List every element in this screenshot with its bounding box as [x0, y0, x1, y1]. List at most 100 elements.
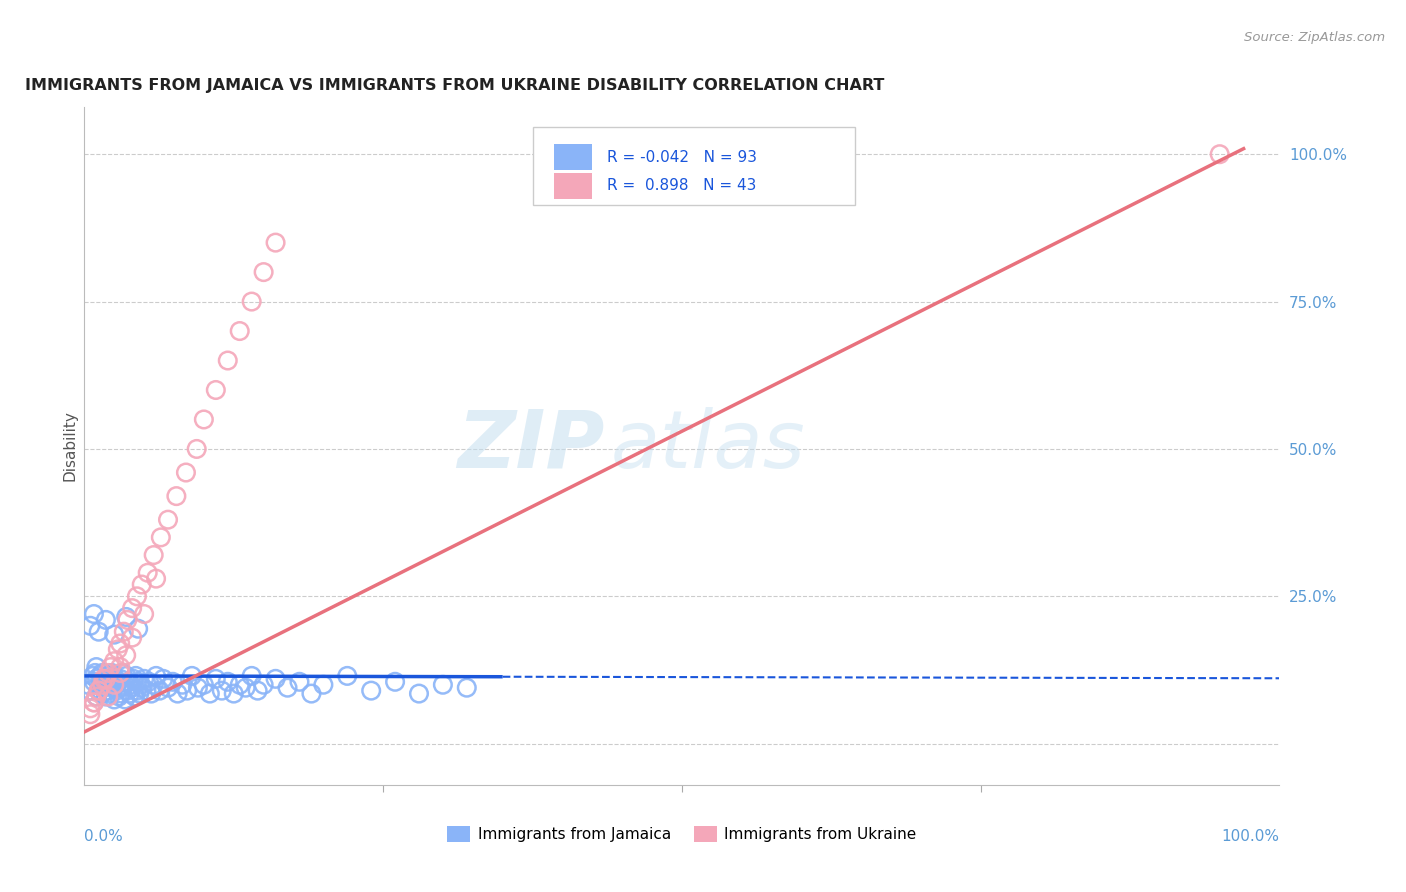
Point: [111, 665, 134, 680]
Point: [142, 548, 165, 562]
Point: [136, 566, 159, 580]
Point: [112, 624, 135, 639]
Point: [100, 660, 122, 674]
Point: [103, 669, 125, 683]
Point: [105, 683, 128, 698]
Point: [110, 687, 132, 701]
Point: [145, 669, 167, 683]
Point: [97, 690, 120, 704]
Point: [110, 636, 132, 650]
Point: [110, 681, 132, 695]
Point: [312, 678, 335, 692]
Point: [91, 687, 114, 701]
Point: [229, 324, 252, 338]
Point: [132, 607, 156, 621]
Point: [145, 572, 167, 586]
Point: [127, 622, 149, 636]
Point: [82, 669, 104, 683]
Point: [87, 624, 110, 639]
Point: [124, 690, 146, 704]
Point: [121, 681, 143, 695]
Point: [193, 678, 215, 692]
Point: [222, 687, 245, 701]
Point: [121, 631, 143, 645]
Text: 0.0%: 0.0%: [84, 829, 124, 844]
Point: [131, 577, 153, 591]
Point: [91, 678, 114, 692]
Point: [101, 681, 124, 695]
Point: [217, 674, 239, 689]
Point: [115, 610, 138, 624]
Point: [93, 672, 115, 686]
Point: [104, 678, 127, 692]
Point: [93, 681, 115, 695]
Point: [89, 669, 111, 683]
Point: [132, 672, 156, 686]
Bar: [533, 128, 855, 205]
Point: [186, 442, 208, 456]
Point: [198, 687, 221, 701]
Point: [408, 687, 430, 701]
Point: [83, 695, 105, 709]
Point: [94, 690, 117, 704]
Point: [98, 678, 121, 692]
Point: [149, 683, 172, 698]
Point: [165, 489, 187, 503]
Point: [129, 678, 152, 692]
Point: [110, 672, 132, 686]
Text: atlas: atlas: [610, 407, 806, 485]
Point: [121, 601, 143, 615]
Point: [246, 683, 269, 698]
Point: [97, 683, 120, 698]
Point: [235, 681, 257, 695]
Point: [187, 681, 209, 695]
Text: IMMIGRANTS FROM JAMAICA VS IMMIGRANTS FROM UKRAINE DISABILITY CORRELATION CHART: IMMIGRANTS FROM JAMAICA VS IMMIGRANTS FR…: [24, 78, 884, 94]
Point: [86, 672, 108, 686]
Point: [117, 674, 139, 689]
Point: [193, 412, 215, 426]
Point: [117, 613, 139, 627]
Point: [87, 683, 110, 698]
Point: [288, 674, 311, 689]
Point: [79, 707, 101, 722]
Point: [86, 690, 108, 704]
Text: 100.0%: 100.0%: [1222, 829, 1279, 844]
Point: [94, 613, 117, 627]
Text: ZIP: ZIP: [457, 407, 605, 485]
Point: [86, 660, 108, 674]
Point: [125, 683, 148, 698]
Text: Source: ZipAtlas.com: Source: ZipAtlas.com: [1244, 31, 1385, 45]
Point: [456, 681, 478, 695]
Point: [229, 678, 252, 692]
Point: [115, 648, 138, 663]
Point: [97, 669, 120, 683]
Point: [135, 683, 157, 698]
Point: [157, 513, 180, 527]
Point: [127, 674, 149, 689]
Point: [107, 674, 129, 689]
Point: [122, 672, 145, 686]
Point: [83, 674, 105, 689]
Point: [114, 692, 136, 706]
Point: [103, 627, 125, 641]
Point: [336, 669, 359, 683]
Point: [162, 674, 184, 689]
Point: [87, 683, 110, 698]
Point: [110, 665, 132, 680]
Point: [217, 353, 239, 368]
Point: [96, 674, 118, 689]
Point: [125, 590, 148, 604]
Point: [87, 683, 110, 698]
Bar: [554, 173, 592, 199]
Point: [103, 692, 125, 706]
Point: [384, 674, 406, 689]
Point: [264, 235, 287, 250]
Bar: [554, 145, 592, 169]
Point: [86, 690, 108, 704]
Point: [93, 672, 115, 686]
Point: [1209, 147, 1232, 161]
Point: [138, 674, 160, 689]
Point: [360, 683, 382, 698]
Point: [211, 683, 233, 698]
Point: [205, 383, 228, 397]
